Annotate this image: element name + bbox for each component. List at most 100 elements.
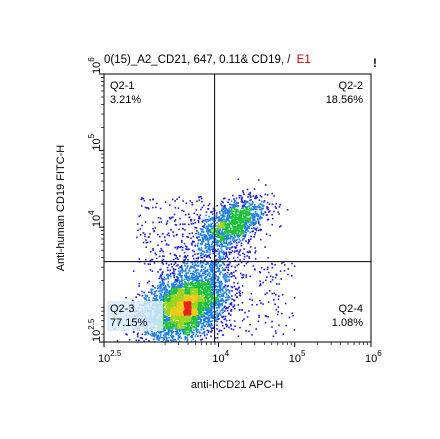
event-dot: [230, 328, 233, 330]
event-dot: [241, 285, 244, 287]
event-dot: [210, 314, 213, 316]
event-dot: [192, 308, 194, 311]
event-dot: [171, 319, 173, 322]
event-dot: [166, 222, 168, 224]
event-dot: [210, 335, 212, 338]
event-dot: [181, 320, 183, 322]
event-dot: [228, 291, 231, 293]
event-dot: [184, 285, 187, 288]
event-dot: [172, 268, 175, 270]
event-dot: [174, 301, 177, 303]
event-dot: [232, 328, 235, 331]
event-dot: [179, 340, 181, 343]
event-dot: [183, 261, 186, 264]
event-dot: [198, 310, 200, 312]
event-dot: [174, 288, 177, 290]
event-dot: [248, 330, 250, 333]
event-dot: [236, 216, 238, 219]
event-dot: [238, 215, 240, 218]
event-dot: [186, 339, 189, 341]
event-dot: [195, 317, 198, 320]
event-dot: [248, 256, 250, 258]
event-dot: [172, 324, 175, 326]
event-dot: [208, 254, 210, 256]
event-dot: [215, 264, 217, 266]
event-dot: [218, 300, 221, 302]
event-dot: [168, 329, 171, 331]
event-dot: [163, 327, 165, 329]
event-dot: [144, 333, 146, 336]
event-dot: [145, 331, 148, 334]
event-dot: [194, 290, 197, 293]
event-dot: [179, 320, 181, 323]
event-dot: [215, 218, 217, 220]
event-dot: [175, 332, 178, 335]
event-dot: [191, 242, 193, 245]
event-dot: [148, 339, 150, 342]
event-dot: [178, 296, 180, 299]
event-dot: [173, 263, 175, 266]
event-dot: [216, 248, 219, 251]
event-dot: [179, 274, 182, 277]
event-dot: [218, 211, 221, 213]
event-dot: [188, 268, 191, 270]
event-dot: [190, 320, 192, 323]
event-dot: [190, 293, 193, 295]
event-dot: [258, 179, 260, 181]
event-dot: [221, 297, 224, 300]
event-dot: [164, 321, 166, 324]
event-dot: [147, 236, 150, 238]
event-dot: [196, 324, 198, 326]
event-dot: [240, 216, 243, 219]
event-dot: [248, 224, 251, 226]
event-dot: [257, 204, 260, 207]
event-dot: [232, 219, 235, 221]
event-dot: [260, 267, 263, 269]
event-dot: [209, 246, 212, 248]
event-dot: [233, 202, 235, 204]
event-dot: [207, 331, 210, 333]
event-dot: [253, 219, 255, 222]
event-dot: [237, 233, 239, 235]
event-dot: [249, 191, 251, 194]
event-dot: [178, 292, 180, 294]
event-dot: [182, 294, 185, 296]
event-dot: [188, 333, 191, 336]
event-dot: [209, 217, 212, 220]
event-dot: [230, 230, 233, 232]
event-dot: [220, 281, 223, 283]
event-dot: [200, 275, 203, 278]
event-dot: [239, 290, 241, 292]
event-dot: [205, 249, 208, 252]
event-dot: [203, 321, 205, 324]
event-dot: [206, 325, 209, 328]
event-dot: [216, 278, 219, 281]
event-dot: [183, 242, 186, 245]
event-dot: [228, 223, 231, 225]
event-dot: [216, 221, 218, 224]
event-dot: [138, 285, 140, 287]
event-dot: [200, 276, 203, 279]
event-dot: [180, 306, 182, 309]
event-dot: [165, 327, 168, 329]
event-dot: [198, 264, 200, 267]
chart-title-marker: !: [373, 58, 377, 70]
event-dot: [197, 317, 199, 320]
event-dot: [198, 321, 200, 323]
event-dot: [241, 218, 243, 221]
event-dot: [211, 297, 213, 300]
event-dot: [191, 249, 194, 252]
event-dot: [239, 224, 241, 226]
event-dot: [203, 255, 205, 257]
event-dot: [209, 300, 211, 303]
event-dot: [200, 249, 203, 251]
event-dot: [198, 199, 201, 201]
event-dot: [219, 257, 221, 260]
event-dot: [209, 321, 211, 323]
event-dot: [219, 304, 222, 306]
event-dot: [206, 239, 209, 241]
event-dot: [202, 272, 204, 274]
event-dot: [171, 326, 174, 329]
event-dot: [183, 318, 185, 321]
event-dot: [233, 205, 236, 208]
